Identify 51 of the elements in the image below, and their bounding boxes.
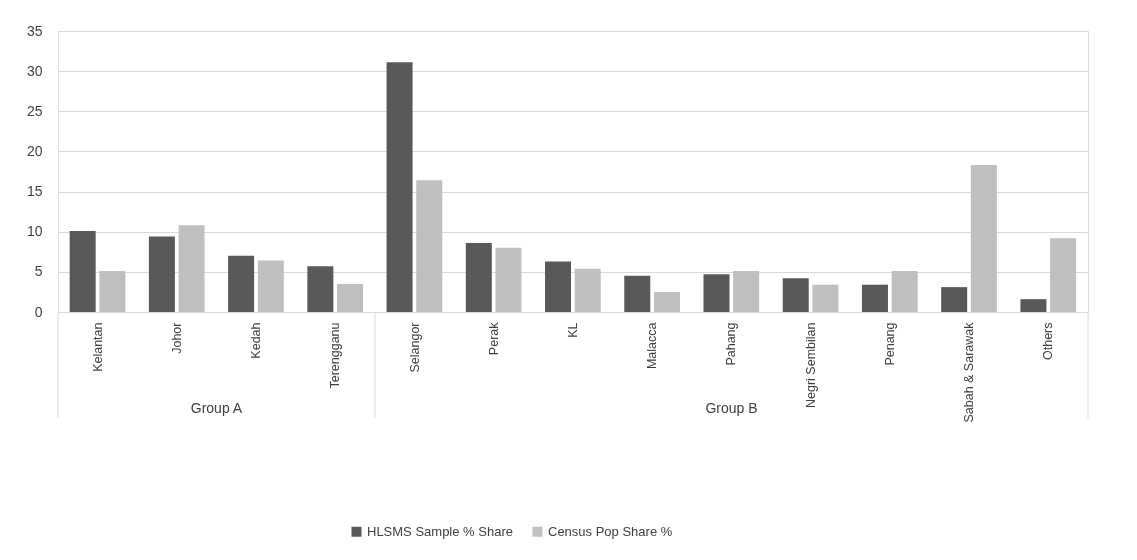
x-tick-label: Kelantan bbox=[90, 322, 105, 372]
x-tick-label: Johor bbox=[169, 322, 184, 354]
bar bbox=[148, 236, 175, 312]
bar bbox=[69, 230, 96, 312]
bar bbox=[861, 284, 888, 312]
y-tick-label: 20 bbox=[26, 142, 43, 159]
x-tick-label: Terengganu bbox=[328, 322, 343, 389]
y-tick-label: 30 bbox=[26, 62, 43, 79]
bar bbox=[941, 287, 968, 312]
bar bbox=[653, 291, 680, 312]
bar bbox=[416, 180, 443, 312]
legend-label: Census Pop Share % bbox=[548, 523, 673, 539]
bar bbox=[495, 247, 522, 312]
bar bbox=[307, 266, 334, 312]
bar bbox=[574, 268, 601, 312]
y-tick-label: 5 bbox=[34, 263, 43, 280]
legend-label: HLSMS Sample % Share bbox=[367, 523, 513, 539]
bar bbox=[1020, 299, 1047, 312]
bar bbox=[465, 242, 492, 312]
bar bbox=[337, 283, 364, 312]
y-tick-label: 15 bbox=[26, 183, 43, 200]
text: Group B bbox=[705, 400, 758, 416]
x-tick-label: Malacca bbox=[645, 322, 660, 370]
y-tick-label: 35 bbox=[26, 22, 43, 39]
x-tick-label: Sabah & Sarawak bbox=[962, 321, 977, 423]
x-tick-label: Penang bbox=[882, 322, 897, 366]
bar bbox=[970, 165, 997, 312]
x-tick-label: Kedah bbox=[249, 322, 264, 359]
bar bbox=[812, 284, 839, 312]
bar bbox=[228, 255, 255, 312]
text: Group A bbox=[190, 400, 243, 416]
x-tick-label: Selangor bbox=[407, 322, 422, 373]
bar bbox=[733, 271, 760, 312]
y-tick-label: 25 bbox=[26, 102, 43, 119]
x-tick-label: KL bbox=[566, 322, 580, 338]
bar bbox=[1050, 238, 1077, 312]
bar bbox=[703, 274, 730, 312]
bar bbox=[891, 271, 918, 312]
bar bbox=[545, 261, 572, 312]
bar bbox=[257, 260, 284, 312]
bar bbox=[782, 278, 809, 312]
x-tick-label: Pahang bbox=[724, 322, 739, 366]
bar bbox=[624, 275, 651, 312]
y-tick-label: 0 bbox=[34, 303, 43, 320]
bar bbox=[99, 271, 126, 312]
x-tick-label: Others bbox=[1041, 322, 1056, 361]
bar bbox=[386, 62, 413, 312]
x-tick-label: Perak bbox=[486, 321, 501, 356]
bar bbox=[178, 225, 205, 312]
x-tick-label: Negri Sembilan bbox=[803, 322, 818, 408]
y-tick-label: 10 bbox=[26, 223, 43, 240]
